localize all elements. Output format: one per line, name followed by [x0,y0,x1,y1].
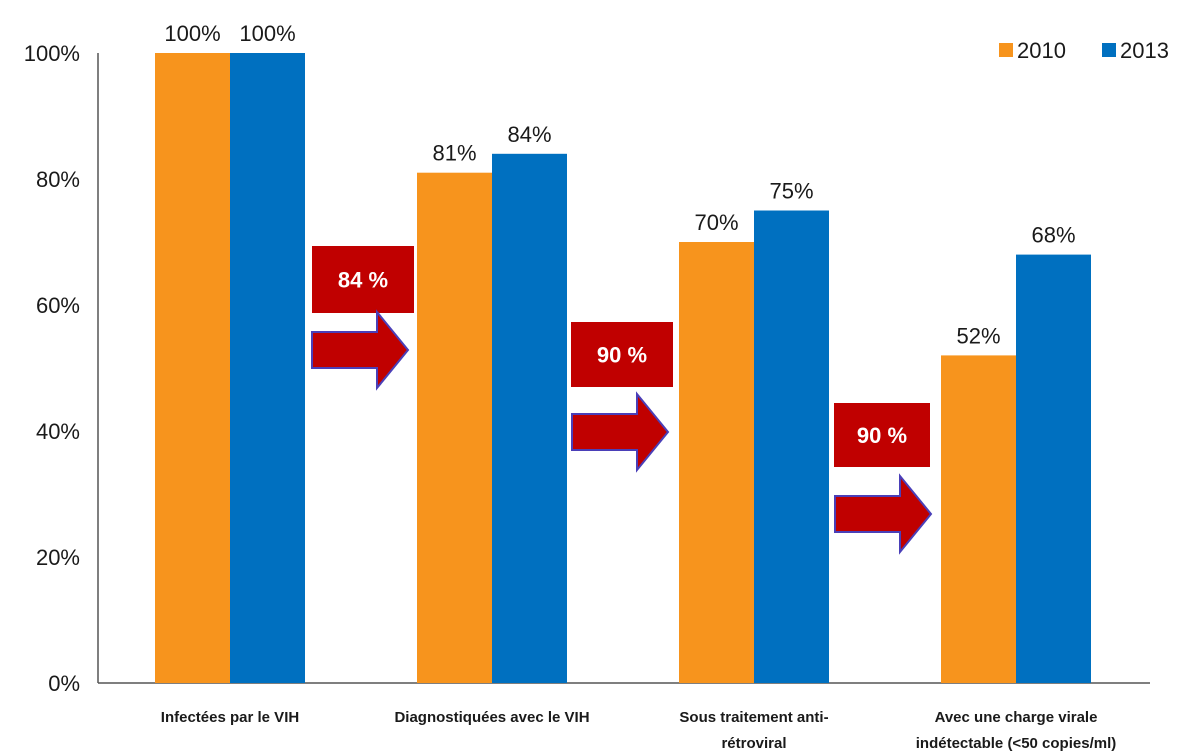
conversion-arrow [571,391,670,473]
category-label: indétectable (<50 copies/ml) [916,735,1117,752]
labels-layer: 100% 81% 70% 52% 100% 84% 75% 68% [164,21,1075,348]
legend-label: 2013 [1120,38,1169,63]
bar-2010 [679,242,754,683]
legend-label: 2010 [1017,38,1066,63]
y-tick-label: 80% [36,167,80,192]
y-tick-label: 0% [48,671,80,696]
conversion-rate-box [571,322,673,387]
conversion-rate-label: 90 % [857,423,907,448]
legend-swatch-2013 [1102,43,1116,57]
data-label: 100% [164,21,220,46]
category-label: Infectées par le VIH [161,709,299,726]
conversion-arrow [834,473,933,555]
data-label: 81% [432,141,476,166]
y-tick-label: 40% [36,419,80,444]
category-label: Diagnostiquées avec le VIH [394,709,589,726]
data-label: 100% [239,21,295,46]
bar-2010 [417,172,492,683]
bar-2010 [941,355,1016,683]
bar-2013 [754,210,829,683]
conversion-arrow [311,309,410,391]
data-label: 52% [956,323,1000,348]
bar-2013 [230,53,305,683]
bars-layer [155,53,1091,684]
category-label: rétroviral [721,735,786,752]
data-label: 68% [1031,223,1075,248]
legend: 2010 2013 [999,38,1169,63]
data-label: 84% [507,122,551,147]
conversion-rate-label: 84 % [338,268,388,293]
category-label: Sous traitement anti- [679,709,828,726]
category-label: Avec une charge virale [935,709,1098,726]
data-label: 70% [694,210,738,235]
conversion-rate-label: 90 % [597,343,647,368]
y-tick-label: 60% [36,293,80,318]
bar-2013 [1016,254,1091,683]
bar-2010 [155,53,230,683]
conversion-layer: 84 % 90 % 90 % [311,246,933,555]
conversion-rate-box [312,246,414,313]
legend-swatch-2010 [999,43,1013,57]
bar-2013 [492,153,567,684]
axis-layer: 0% 20% 40% 60% 80% 100% Infectées par le VIH Di… [24,41,1150,752]
y-tick-label: 20% [36,545,80,570]
data-label: 75% [769,179,813,204]
conversion-rate-box [834,403,930,467]
y-tick-label: 100% [24,41,80,66]
